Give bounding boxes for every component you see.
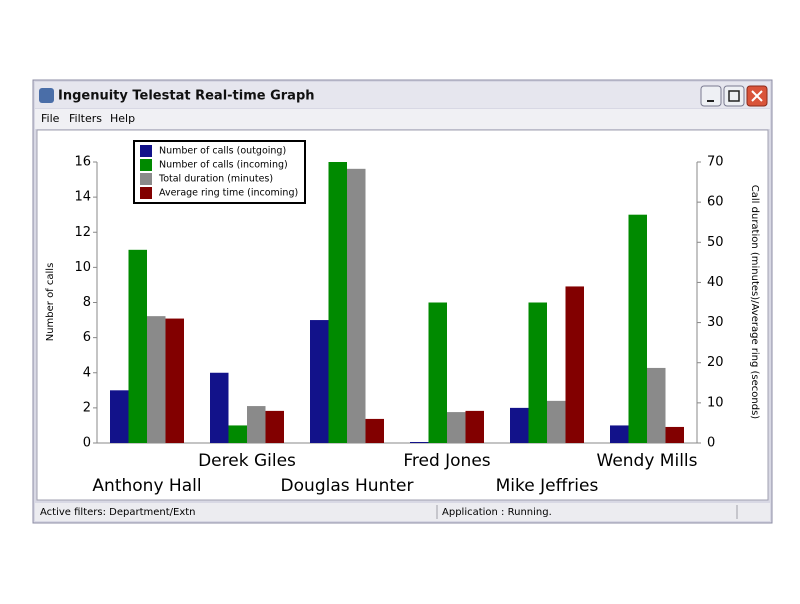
bar bbox=[247, 406, 266, 443]
bar bbox=[547, 400, 566, 443]
legend-label: Total duration (minutes) bbox=[158, 174, 273, 185]
title-bar bbox=[35, 82, 770, 108]
legend-label: Number of calls (outgoing) bbox=[159, 146, 286, 157]
app-icon bbox=[39, 88, 54, 103]
bar bbox=[210, 372, 229, 443]
minimize-button[interactable] bbox=[700, 85, 722, 107]
x-tick-label: Derek Giles bbox=[198, 451, 296, 471]
bar bbox=[628, 214, 647, 443]
bar bbox=[410, 442, 429, 443]
bar bbox=[147, 316, 166, 443]
y-tick-label: 6 bbox=[83, 330, 91, 345]
y-tick-label: 4 bbox=[83, 365, 91, 380]
status-text: Application : Running. bbox=[442, 507, 552, 518]
y2-tick-label: 20 bbox=[707, 355, 724, 370]
bar bbox=[347, 168, 366, 443]
bar bbox=[610, 425, 629, 443]
maximize-icon bbox=[728, 90, 740, 102]
bar bbox=[228, 425, 247, 443]
maximize-button[interactable] bbox=[723, 85, 745, 107]
y2-tick-label: 60 bbox=[707, 195, 724, 210]
menu-item[interactable]: Filters bbox=[69, 112, 102, 125]
bar bbox=[510, 407, 529, 443]
bar bbox=[265, 410, 284, 443]
bar bbox=[447, 412, 466, 443]
legend-label: Average ring time (incoming) bbox=[159, 188, 298, 199]
y-tick-label: 10 bbox=[74, 260, 91, 275]
status-text: Active filters: Department/Extn bbox=[40, 507, 196, 518]
x-tick-label: Douglas Hunter bbox=[281, 476, 414, 496]
menu-item[interactable]: Help bbox=[110, 112, 135, 125]
legend-swatch bbox=[140, 187, 152, 199]
legend-box bbox=[133, 140, 306, 204]
y-tick-label: 12 bbox=[74, 225, 91, 240]
y-tick-label: 8 bbox=[83, 295, 91, 310]
bar bbox=[310, 320, 329, 443]
x-tick-label: Fred Jones bbox=[403, 451, 490, 471]
y2-tick-label: 40 bbox=[707, 275, 724, 290]
y2-tick-label: 10 bbox=[707, 395, 724, 410]
y-tick-label: 2 bbox=[83, 400, 91, 415]
x-tick-label: Wendy Mills bbox=[597, 451, 698, 471]
y-tick-label: 0 bbox=[83, 436, 91, 451]
y-tick-label: 16 bbox=[74, 155, 91, 170]
legend-swatch bbox=[140, 159, 152, 171]
bar bbox=[428, 302, 447, 443]
bar bbox=[528, 302, 547, 443]
bar bbox=[665, 426, 684, 443]
y2-tick-label: 30 bbox=[707, 315, 724, 330]
bar bbox=[465, 410, 484, 443]
x-tick-label: Anthony Hall bbox=[92, 476, 201, 496]
x-tick-label: Mike Jeffries bbox=[496, 476, 599, 496]
bar bbox=[165, 318, 184, 443]
y-axis-label: Number of calls bbox=[45, 263, 56, 342]
legend-swatch bbox=[140, 145, 152, 157]
legend-swatch bbox=[140, 173, 152, 185]
y-tick-label: 14 bbox=[74, 190, 91, 205]
y2-tick-label: 50 bbox=[707, 235, 724, 250]
minimize-icon bbox=[707, 100, 714, 102]
bar bbox=[647, 367, 666, 443]
menu-item[interactable]: File bbox=[41, 112, 60, 125]
bar bbox=[110, 390, 129, 443]
status-bar bbox=[35, 503, 770, 521]
bar bbox=[328, 162, 347, 443]
bar bbox=[365, 418, 384, 443]
menu-bar bbox=[35, 109, 770, 129]
y2-tick-label: 70 bbox=[707, 155, 724, 170]
close-icon bbox=[751, 90, 763, 102]
y2-tick-label: 0 bbox=[707, 436, 715, 451]
bar bbox=[565, 286, 584, 443]
bar bbox=[128, 249, 147, 443]
y2-axis-label: Call duration (minutes)/Average ring (se… bbox=[749, 185, 760, 420]
legend-label: Number of calls (incoming) bbox=[159, 160, 288, 171]
window-title: Ingenuity Telestat Real-time Graph bbox=[58, 89, 315, 104]
